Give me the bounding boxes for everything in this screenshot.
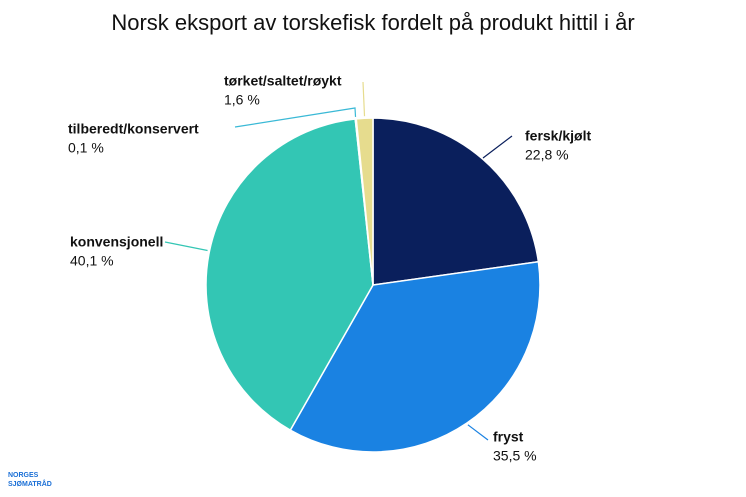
value-label: 35,5 %: [493, 448, 537, 464]
pie-slice: [205, 118, 374, 432]
leader-line: [467, 424, 489, 441]
slice-label: fryst: [493, 429, 524, 445]
pie-slice: [289, 260, 541, 453]
logo: NORGES: [8, 472, 39, 479]
value-label: 22,8 %: [525, 147, 569, 163]
leader-line: [164, 241, 208, 252]
slice-label: tilberedt/konservert: [68, 121, 199, 137]
leader-line: [362, 81, 366, 117]
value-label: 1,6 %: [224, 92, 260, 108]
slice-label: tørket/saltet/røykt: [224, 73, 342, 89]
pie-slice: [372, 117, 540, 286]
pie-slice: [355, 117, 374, 286]
value-label: 40,1 %: [70, 253, 114, 269]
slice-label: fersk/kjølt: [525, 128, 591, 144]
slice-label: konvensjonell: [70, 234, 163, 250]
chart-title: Norsk eksport av torskefisk fordelt på p…: [111, 10, 634, 35]
logo: SJØMATRÅD: [8, 479, 52, 488]
leader-line: [482, 135, 513, 159]
leader-line: [234, 107, 357, 128]
value-label: 0,1 %: [68, 140, 104, 156]
